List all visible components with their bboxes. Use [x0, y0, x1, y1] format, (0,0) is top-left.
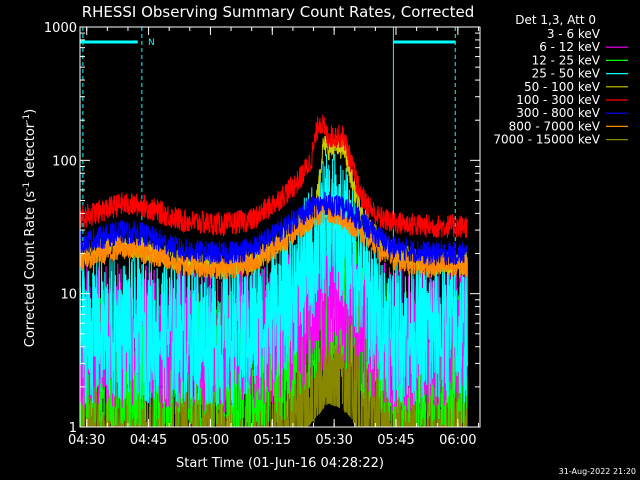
legend-label-6: 300 - 800 keV: [516, 106, 600, 120]
series-lines: [80, 114, 468, 427]
x-tick-label-1: 04:45: [130, 433, 167, 448]
x-tick-label-3: 05:15: [254, 433, 291, 448]
y-tick-label-2: 100: [52, 154, 77, 169]
legend-label-0: 3 - 6 keV: [547, 27, 601, 41]
flag-label: N: [148, 38, 155, 48]
x-tick-label-0: 04:30: [68, 433, 105, 448]
y-tick-label-1: 10: [60, 288, 77, 303]
legend-label-2: 12 - 25 keV: [532, 53, 601, 67]
legend-label-7: 800 - 7000 keV: [509, 119, 601, 133]
plot-frame: [79, 26, 481, 428]
legend-label-4: 50 - 100 keV: [524, 80, 601, 94]
y-axis-label: Corrected Count Rate (s-1 detector-1): [22, 109, 38, 347]
x-axis-label: Start Time (01-Jun-16 04:28:22): [176, 456, 384, 471]
legend-label-1: 6 - 12 keV: [539, 40, 601, 54]
x-tick-label-6: 06:00: [439, 433, 476, 448]
series-line-5: [80, 114, 468, 238]
legend-label-3: 25 - 50 keV: [532, 67, 601, 81]
footer-date: 31-Aug-2022 21:20: [559, 467, 636, 476]
y-tick-label-0: 1: [69, 421, 77, 436]
x-tick-label-2: 05:00: [192, 433, 229, 448]
y-tick-label-3: 1000: [44, 21, 77, 36]
chart-title: RHESSI Observing Summary Count Rates, Co…: [82, 3, 475, 21]
legend-label-5: 100 - 300 keV: [516, 93, 600, 107]
legend-label-8: 7000 - 15000 keV: [493, 133, 600, 147]
series-line-6: [80, 191, 468, 267]
x-tick-label-5: 05:45: [377, 433, 414, 448]
legend-header: Det 1,3, Att 0: [515, 13, 596, 27]
x-tick-label-4: 05:30: [315, 433, 352, 448]
plot-area: N: [80, 27, 480, 427]
axes-frame: 1 10 100 1000 04:30 04:45 05:00 05:15 05:30 05:45…: [44, 21, 481, 448]
